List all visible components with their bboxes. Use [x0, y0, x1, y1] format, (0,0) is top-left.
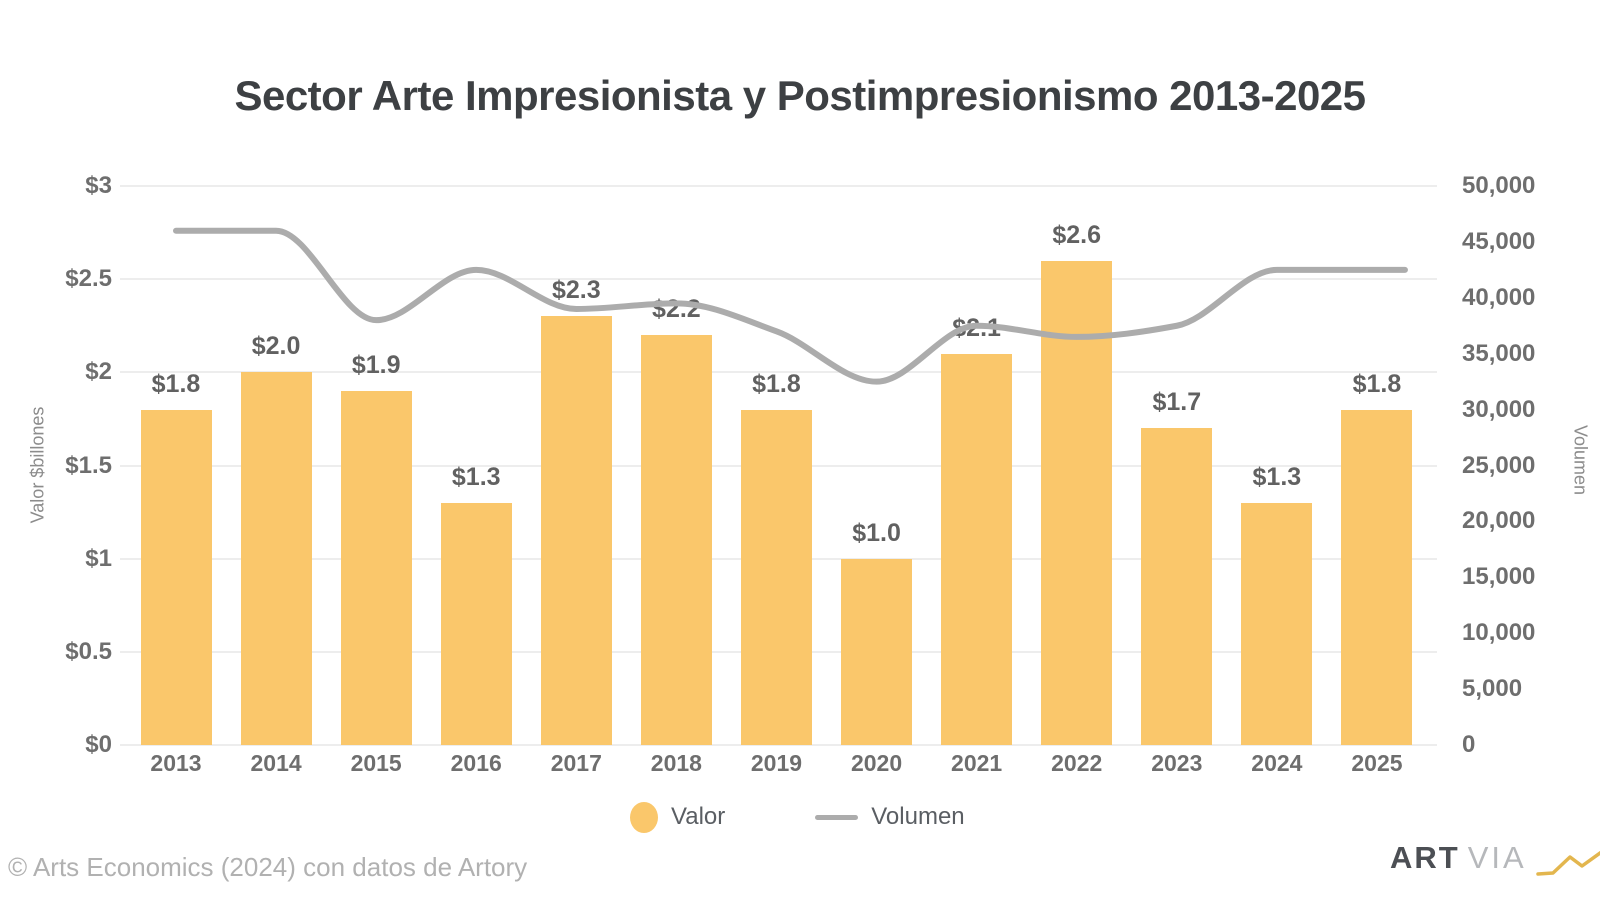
right-axis-tick-label: 15,000 — [1462, 563, 1536, 591]
x-axis-label-2021: 2021 — [951, 750, 1003, 776]
valor-bar-2016 — [440, 502, 512, 745]
x-axis-label-2016: 2016 — [450, 750, 502, 776]
gridline — [120, 185, 1437, 187]
bar-value-label-2021: $2.1 — [952, 313, 1001, 342]
valor-bar-2025 — [1341, 409, 1413, 745]
chart-title: Sector Arte Impresionista y Postimpresio… — [234, 72, 1366, 119]
valor-bar-2017 — [540, 316, 612, 745]
x-axis-label-2022: 2022 — [1051, 750, 1103, 776]
bar-value-label-2025: $1.8 — [1352, 369, 1402, 398]
valor-bar-2024 — [1241, 502, 1313, 745]
x-axis-label-2017: 2017 — [550, 750, 602, 776]
valor-bar-2019 — [740, 409, 812, 745]
left-axis-tick-label: $2 — [85, 358, 112, 386]
valor-bar-2022 — [1041, 260, 1113, 745]
valor-bar-2013 — [140, 409, 212, 745]
x-axis-label-2019: 2019 — [750, 750, 803, 776]
bar-value-label-2019: $1.8 — [752, 369, 801, 398]
left-axis-tick-label: $0.5 — [65, 637, 112, 665]
left-axis-tick-label: $1.5 — [65, 451, 112, 479]
valor-bar-2015 — [340, 390, 412, 745]
valor-bar-2021 — [941, 353, 1013, 745]
x-axis-label-2023: 2023 — [1151, 750, 1203, 776]
right-axis-tick-label: 20,000 — [1462, 507, 1536, 535]
right-axis-tick-label: 25,000 — [1462, 451, 1536, 479]
valor-bar-2014 — [240, 372, 312, 745]
bar-value-label-2020: $1.0 — [852, 518, 901, 547]
bar-value-label-2024: $1.3 — [1252, 462, 1302, 491]
valor-bar-2020 — [841, 558, 913, 745]
logo-text-art: ART — [1390, 840, 1460, 875]
x-axis-label-2015: 2015 — [350, 750, 402, 776]
left-axis-tick-label: $0 — [85, 731, 112, 758]
x-axis-label-2014: 2014 — [250, 750, 302, 776]
valor-bar-2018 — [640, 335, 712, 745]
left-axis-tick-label: $1 — [85, 544, 112, 572]
valor-legend-label: Valor — [671, 803, 726, 830]
copyright-text: © Arts Economics (2024) con datos de Art… — [8, 852, 528, 882]
volumen-legend-marker-icon — [815, 814, 859, 820]
right-axis-tick-label: 40,000 — [1462, 283, 1536, 311]
bar-value-label-2018: $2.2 — [652, 295, 701, 324]
right-axis-tick-label: 10,000 — [1462, 619, 1536, 647]
bar-value-label-2023: $1.7 — [1152, 388, 1202, 417]
left-axis-tick-label: $3 — [85, 172, 112, 199]
bar-value-label-2016: $1.3 — [451, 462, 501, 491]
artvia-logo: ART VIA — [1390, 840, 1600, 876]
volumen-legend-label: Volumen — [871, 803, 965, 830]
bar-value-label-2015: $1.9 — [351, 350, 401, 379]
x-axis-label-2025: 2025 — [1351, 750, 1403, 776]
right-axis-tick-label: 35,000 — [1462, 339, 1536, 367]
gridline — [120, 744, 1437, 746]
bar-value-label-2013: $1.8 — [151, 369, 201, 398]
right-axis-tick-label: 5,000 — [1462, 675, 1523, 703]
valor-legend-marker-icon — [630, 801, 658, 833]
bar-value-label-2022: $2.6 — [1052, 220, 1102, 249]
left-axis-tick-label: $2.5 — [65, 265, 112, 293]
right-axis-tick-label: 50,000 — [1462, 172, 1536, 199]
gridline — [120, 278, 1437, 281]
logo-trendline-icon — [1535, 850, 1600, 876]
x-axis-label-2020: 2020 — [850, 750, 903, 776]
right-axis-tick-label: 45,000 — [1462, 227, 1536, 255]
legend: Valor Volumen — [630, 798, 965, 836]
x-axis-label-2013: 2013 — [150, 750, 202, 776]
valor-bar-2023 — [1141, 428, 1213, 745]
logo-text-via: VIA — [1467, 840, 1527, 875]
right-axis-tick-label: 30,000 — [1462, 395, 1536, 423]
x-axis-label-2018: 2018 — [650, 750, 702, 776]
x-axis-label-2024: 2024 — [1251, 750, 1303, 776]
right-axis-title: Volumen — [1570, 424, 1591, 496]
right-axis-tick-label: 0 — [1462, 731, 1476, 758]
